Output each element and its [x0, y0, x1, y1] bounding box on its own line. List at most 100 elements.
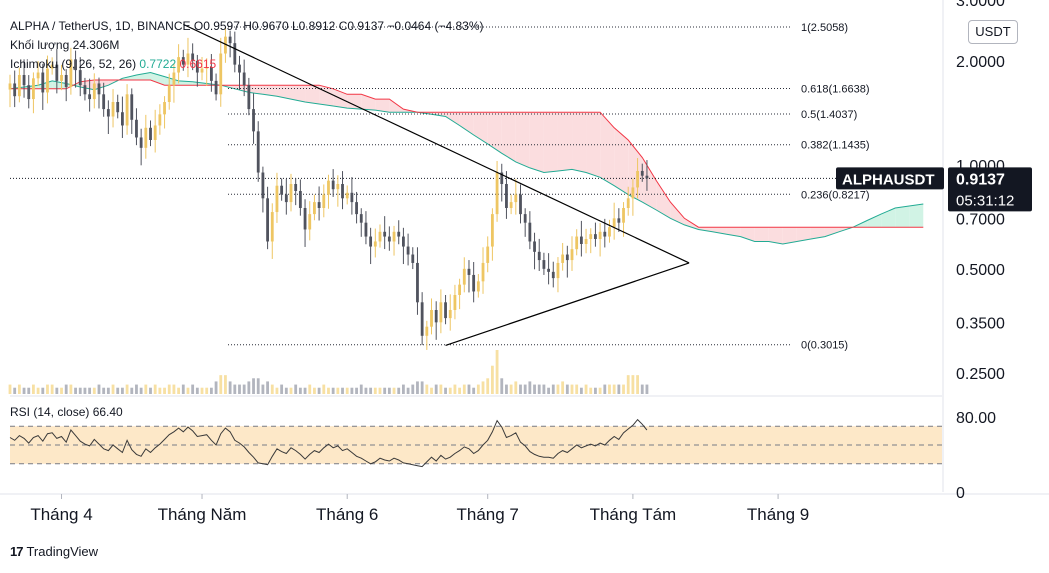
- candle-body: [533, 241, 536, 252]
- candle-body: [350, 192, 354, 203]
- volume-bar: [83, 387, 87, 394]
- candle-body: [60, 74, 63, 81]
- volume-bar: [341, 387, 344, 394]
- volume-bar: [158, 387, 162, 394]
- candle-body: [331, 180, 335, 190]
- cloud-segment: [600, 112, 615, 186]
- volume-bar: [252, 378, 255, 394]
- candle-body: [416, 262, 419, 303]
- currency-button[interactable]: USDT: [968, 20, 1018, 44]
- volume-bar: [270, 384, 274, 394]
- candle-body: [490, 214, 494, 247]
- candle-body: [579, 236, 583, 244]
- leading-span-b-line: [10, 79, 924, 228]
- candles: [8, 26, 649, 350]
- cloud-segment: [459, 112, 474, 135]
- fibonacci-levels: 1(2.5058) 0.618(1.6638) 0.5(1.4037) 0.382(1…: [10, 22, 942, 352]
- volume-bar: [448, 387, 452, 394]
- time-tick-label: Tháng Tám: [590, 505, 677, 524]
- volume-bar: [322, 384, 326, 394]
- candle-body: [158, 114, 162, 126]
- candle-body: [608, 227, 611, 237]
- triangle-trendline: [183, 23, 690, 264]
- candle-body: [55, 64, 59, 81]
- candle-body: [270, 212, 274, 242]
- candle-body: [598, 231, 602, 239]
- price-tag-value-bg: [948, 167, 1032, 212]
- cloud-segment: [796, 227, 811, 242]
- candle-body: [462, 268, 466, 285]
- cloud-segment: [810, 227, 825, 239]
- volume-bar: [50, 384, 54, 394]
- volume-bar: [186, 387, 190, 394]
- symbol-legend[interactable]: ALPHA / TetherUS, 1D, BINANCE O0.9597 H0…: [10, 18, 484, 35]
- volume-bar: [640, 384, 644, 394]
- volume-bar: [584, 384, 588, 394]
- volume-bar: [397, 387, 401, 394]
- volume-bar: [205, 387, 209, 394]
- volume-bar: [144, 384, 148, 394]
- candle-body: [69, 59, 73, 87]
- volume-bar: [575, 384, 579, 394]
- candle-body: [626, 198, 630, 208]
- volume-bar: [280, 384, 284, 394]
- volume-bar: [36, 387, 40, 394]
- time-axis: Tháng 4 Tháng Năm Tháng 6 Tháng 7 Tháng Tám T…: [30, 494, 809, 524]
- volume-bar: [476, 384, 480, 394]
- time-tick-label: Tháng 9: [747, 505, 809, 524]
- volume-bar: [589, 387, 593, 394]
- volume-bar: [195, 387, 199, 394]
- cloud-segment: [234, 85, 249, 93]
- volume-bar: [626, 375, 630, 394]
- volume-bar: [528, 381, 532, 394]
- candle-body: [120, 112, 124, 126]
- volume-legend[interactable]: Khối lượng 24.306M: [10, 37, 119, 54]
- candle-body: [209, 66, 213, 81]
- candle-body: [481, 262, 485, 282]
- candle-body: [41, 72, 45, 93]
- fib-level-label: 0.236(0.8217): [801, 189, 870, 201]
- fib-level-label: 0.382(1.1435): [801, 140, 870, 152]
- cloud-segment: [656, 180, 671, 219]
- ichimoku-legend[interactable]: Ichimoku (9, 26, 52, 26) 0.7722 0.6615: [10, 56, 216, 73]
- candle-body: [561, 254, 565, 263]
- volume-bar: [509, 384, 513, 394]
- volume-bar: [369, 387, 373, 394]
- cloud-segment: [94, 80, 109, 90]
- volume-bar: [298, 387, 302, 394]
- volume-bar: [120, 387, 124, 394]
- rsi-pane: [9, 395, 942, 468]
- volume-bar: [598, 387, 602, 394]
- candle-body: [64, 74, 68, 87]
- volume-bar: [383, 387, 387, 394]
- candle-body: [444, 302, 447, 319]
- candle-body: [130, 94, 134, 120]
- candle-body: [111, 102, 115, 117]
- candle-body: [383, 231, 387, 237]
- candle-body: [177, 57, 181, 73]
- volume-bar: [411, 384, 415, 394]
- candle-body: [500, 172, 504, 185]
- volume-bar: [420, 381, 424, 394]
- volume-bar: [537, 384, 541, 394]
- candle-body: [336, 184, 340, 190]
- volume-bar: [523, 384, 527, 394]
- volume-bar: [645, 384, 649, 394]
- candle-body: [397, 231, 401, 237]
- rsi-legend[interactable]: RSI (14, close) 66.40: [10, 404, 123, 421]
- volume-bar: [519, 384, 522, 394]
- volume-bar: [106, 387, 110, 394]
- candle-body: [8, 83, 12, 90]
- candle-body: [617, 218, 621, 223]
- ichimoku-label: Ichimoku (9, 26, 52, 26): [10, 57, 137, 71]
- volume-bar: [612, 384, 616, 394]
- volume-bar: [565, 384, 569, 394]
- tradingview-logo[interactable]: 17 TradingView: [10, 544, 98, 559]
- candle-body: [519, 194, 522, 215]
- cloud-segment: [642, 157, 657, 211]
- candle-body: [280, 185, 284, 195]
- fib-level-label: 1(2.5058): [801, 22, 848, 34]
- volume-bar: [8, 384, 12, 394]
- trendlines: [183, 23, 690, 347]
